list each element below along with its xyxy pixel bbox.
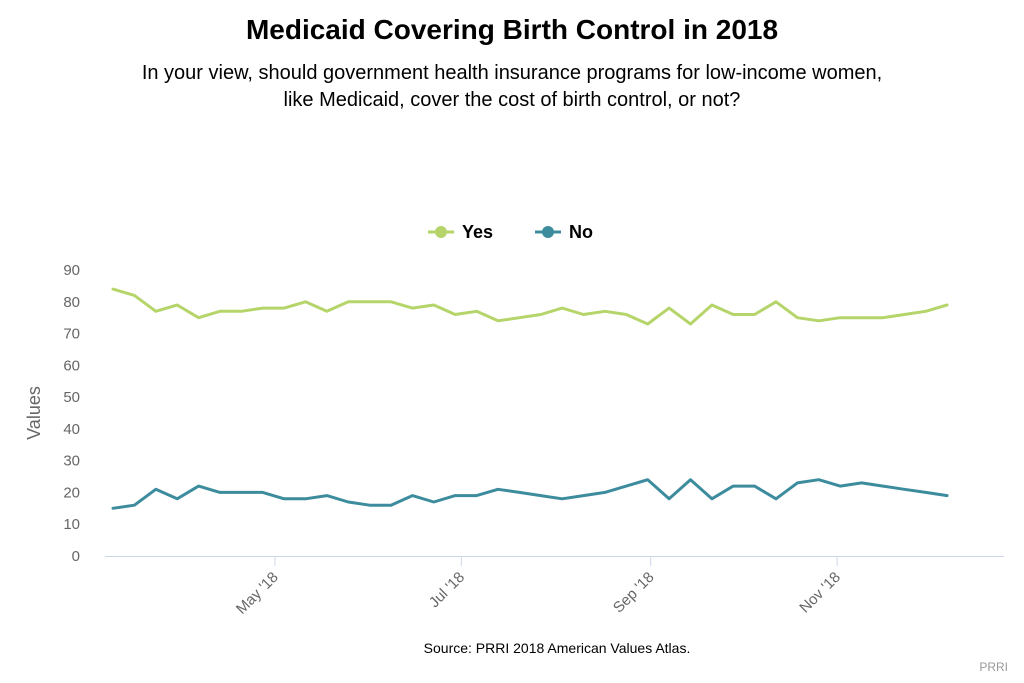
x-tick-label: Jul '18: [426, 569, 468, 611]
series-layer: [111, 287, 949, 510]
chart-subtitle-line-1: In your view, should government health i…: [141, 62, 883, 84]
chart-title: Medicaid Covering Birth Control in 2018: [245, 14, 779, 45]
y-tick-label: 80: [63, 294, 80, 311]
y-tick-label: 90: [63, 262, 80, 279]
y-axis: 0 10 20 30 40 50 60 70 80 90 Values: [24, 262, 80, 565]
chart-legend[interactable]: Yes No: [428, 222, 593, 242]
y-tick-label: 0: [72, 548, 80, 565]
series-line-yes[interactable]: [111, 287, 949, 326]
x-axis: May '18 Jul '18 Sep '18 Nov '18: [105, 556, 1004, 618]
y-axis-title: Values: [24, 386, 44, 440]
y-tick-label: 70: [63, 326, 80, 343]
legend-label: No: [569, 222, 593, 242]
legend-item-no[interactable]: No: [535, 222, 593, 242]
y-tick-label: 50: [63, 389, 80, 406]
y-tick-label: 40: [63, 421, 80, 438]
legend-marker: [435, 226, 447, 238]
source-note: Source: PRRI 2018 American Values Atlas.: [423, 640, 691, 656]
legend-item-yes[interactable]: Yes: [428, 222, 493, 242]
legend-label: Yes: [462, 222, 493, 242]
x-tick-label: May '18: [233, 569, 282, 618]
series-line-no[interactable]: [111, 478, 949, 510]
y-tick-label: 30: [63, 453, 80, 470]
y-tick-label: 60: [63, 357, 80, 374]
x-tick-label: Sep '18: [610, 569, 658, 617]
legend-marker: [542, 226, 554, 238]
chart-subtitle-line-2: like Medicaid, cover the cost of birth c…: [283, 89, 741, 111]
x-tick-label: Nov '18: [796, 569, 844, 617]
credit-label[interactable]: PRRI: [979, 660, 1008, 674]
y-tick-label: 20: [63, 484, 80, 501]
y-tick-label: 10: [63, 516, 80, 533]
